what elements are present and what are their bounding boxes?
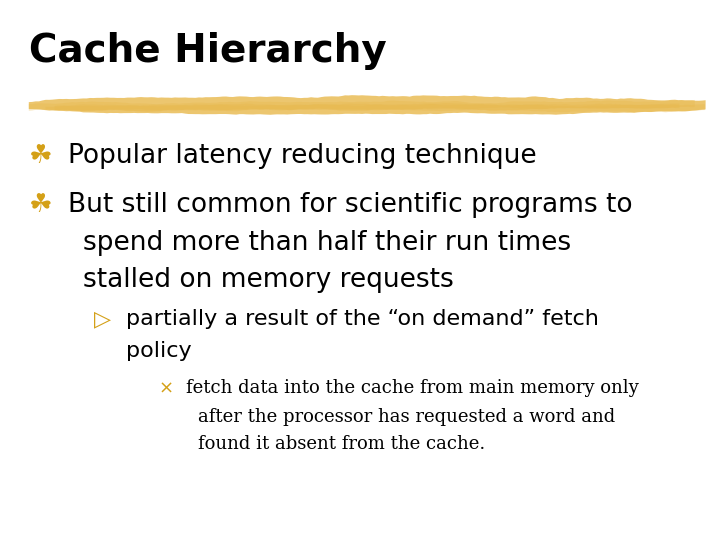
Text: stalled on memory requests: stalled on memory requests (83, 267, 454, 293)
Text: ☘: ☘ (29, 143, 53, 169)
Text: Popular latency reducing technique: Popular latency reducing technique (68, 143, 537, 169)
Text: found it absent from the cache.: found it absent from the cache. (198, 435, 485, 453)
Text: spend more than half their run times: spend more than half their run times (83, 230, 571, 255)
Polygon shape (29, 95, 706, 115)
Text: But still common for scientific programs to: But still common for scientific programs… (68, 192, 633, 218)
Text: partially a result of the “on demand” fetch: partially a result of the “on demand” fe… (126, 309, 599, 329)
Text: ☘: ☘ (29, 192, 53, 218)
Polygon shape (55, 103, 705, 112)
Text: ▷: ▷ (94, 309, 111, 329)
Text: fetch data into the cache from main memory only: fetch data into the cache from main memo… (186, 379, 639, 397)
Text: after the processor has requested a word and: after the processor has requested a word… (198, 408, 616, 426)
Text: policy: policy (126, 341, 192, 361)
Text: ×: × (158, 379, 174, 397)
Polygon shape (29, 100, 695, 111)
Polygon shape (45, 104, 680, 111)
Text: Cache Hierarchy: Cache Hierarchy (29, 32, 387, 70)
